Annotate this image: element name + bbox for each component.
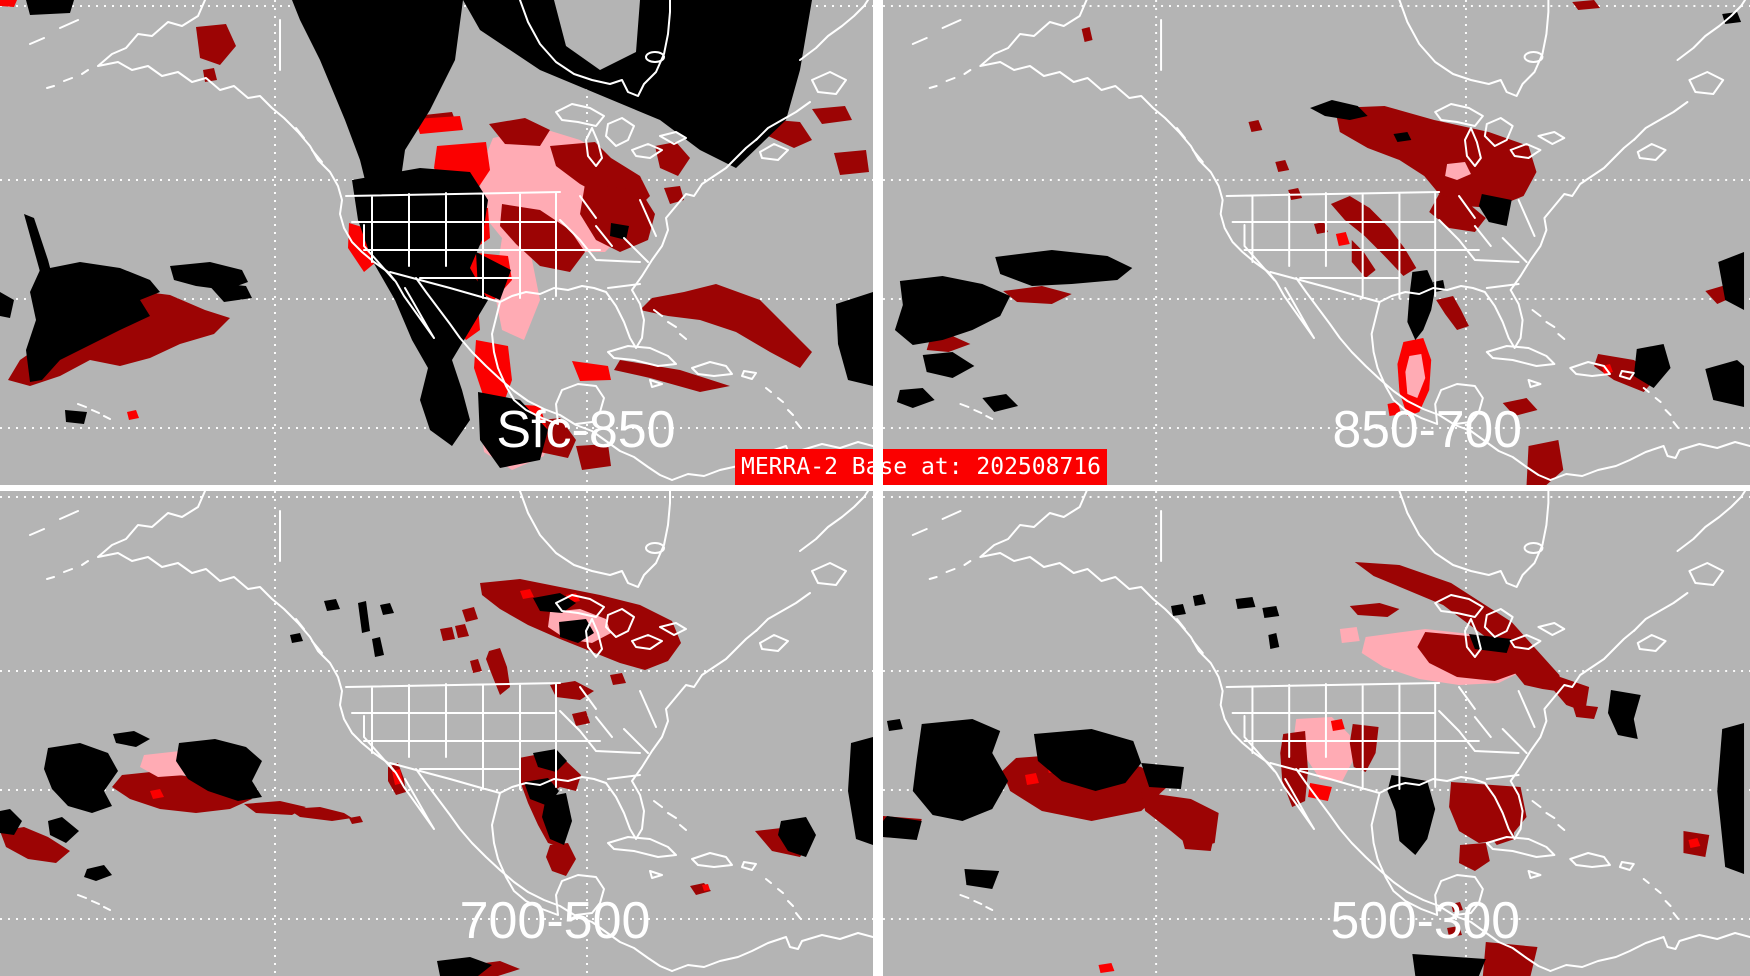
base-time-banner: MERRA-2 Base at: 202508716 xyxy=(735,449,1107,485)
ocean-land-background xyxy=(0,491,873,976)
panel-divider-vertical xyxy=(873,0,883,976)
ocean-land-background xyxy=(883,0,1750,485)
panel-500-300: 500-300 xyxy=(883,491,1750,976)
panel-title-700-500: 700-500 xyxy=(460,892,651,950)
map-canvas-500-300: 500-300 xyxy=(883,491,1750,976)
map-canvas-700-500: 700-500 xyxy=(0,491,873,976)
panel-title-500-300: 500-300 xyxy=(1330,891,1519,949)
cloud-data-500-300 xyxy=(883,562,1745,976)
panel-sfc-850: Sfc-850 xyxy=(0,0,873,485)
panel-title-sfc-850: Sfc-850 xyxy=(496,401,675,459)
map-canvas-850-700: 850-700 xyxy=(883,0,1750,485)
panel-850-700: 850-700 xyxy=(883,0,1750,485)
map-canvas-sfc-850: Sfc-850 xyxy=(0,0,873,485)
panel-title-850-700: 850-700 xyxy=(1332,400,1521,458)
cloud-data-700-500 xyxy=(0,579,873,976)
cloud-data-sfc-850 xyxy=(0,0,873,470)
panel-700-500: 700-500 xyxy=(0,491,873,976)
